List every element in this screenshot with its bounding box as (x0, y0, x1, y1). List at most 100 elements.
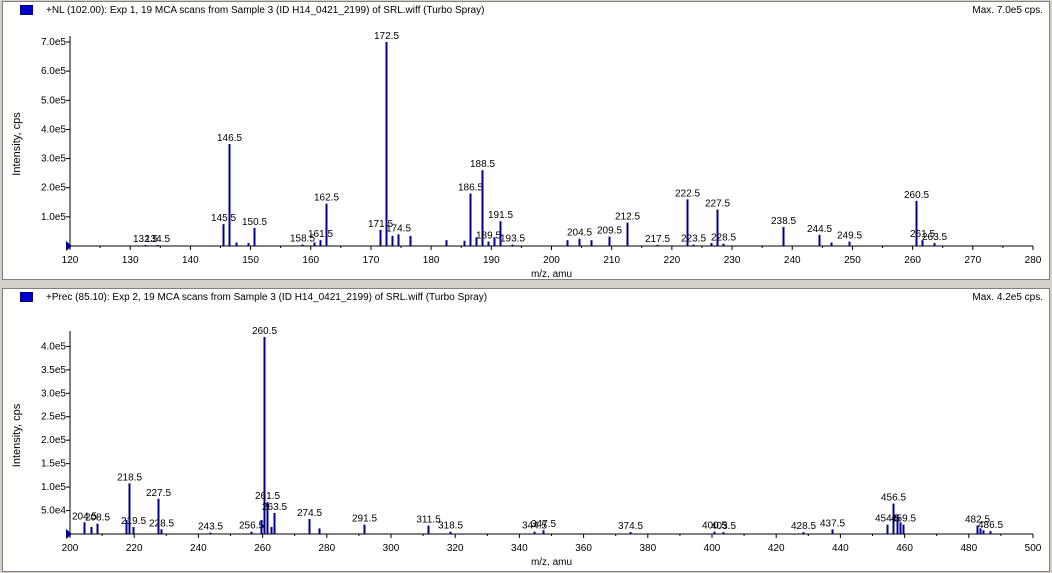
y-axis-label: Intensity, cps (11, 403, 23, 467)
x-axis-label: m/z, amu (531, 557, 572, 568)
x-tick-label: 480 (960, 543, 977, 554)
x-tick-label: 320 (447, 543, 464, 554)
spectrum-chart-bottom[interactable]: 200 220 240 260 280 300 320 340 360 380 400 420 440 4… (3, 289, 1049, 571)
peak-label: 161.5 (308, 229, 333, 240)
x-tick-label: 150 (242, 255, 259, 266)
peak-label: 228.5 (711, 233, 736, 244)
x-tick-label: 120 (62, 255, 79, 266)
peak-label: 172.5 (374, 31, 399, 42)
peak-label: 291.5 (352, 514, 377, 525)
spectrum-chart-top[interactable]: 120 130 140 150 160 170 180 190 200 210 220 230 240 2… (3, 2, 1049, 279)
peak-label: 428.5 (791, 521, 816, 532)
panel-marker-icon[interactable] (20, 292, 33, 302)
x-tick-label: 420 (768, 543, 785, 554)
peak-label: 217.5 (645, 234, 670, 245)
y-tick-label: 7.0e5 (41, 37, 66, 48)
peak-label: 186.5 (458, 183, 483, 194)
peak-label: 193.5 (500, 234, 525, 245)
x-tick-label: 400 (704, 543, 721, 554)
peak-label: 482.5 (965, 515, 990, 526)
peak-label: 223.5 (681, 234, 706, 245)
x-tick-label: 380 (639, 543, 656, 554)
peak-label: 158.5 (290, 234, 315, 245)
x-tick-label: 360 (575, 543, 592, 554)
peak-label: 403.5 (711, 521, 736, 532)
panel-title: +NL (102.00): Exp 1, 19 MCA scans from S… (46, 5, 485, 16)
peak-label: 188.5 (470, 159, 495, 170)
peak-label: 204.5 (72, 511, 97, 522)
peak-label: 244.5 (807, 224, 832, 235)
x-tick-label: 260 (254, 543, 271, 554)
x-tick-label: 460 (896, 543, 913, 554)
x-tick-label: 200 (62, 543, 79, 554)
peak-label: 243.5 (198, 522, 223, 533)
peak-label: 261.5 (910, 229, 935, 240)
x-tick-label: 240 (190, 543, 207, 554)
peak-label: 260.5 (252, 326, 277, 337)
peak-label: 263.5 (922, 232, 947, 243)
spectrum-panel-top: +NL (102.00): Exp 1, 19 MCA scans from S… (2, 1, 1050, 280)
peak-label: 222.5 (675, 188, 700, 199)
peak-label: 150.5 (242, 217, 267, 228)
panel-title: +Prec (85.10): Exp 2, 19 MCA scans from … (46, 292, 488, 303)
y-axis-label: Intensity, cps (11, 112, 23, 176)
y-tick-label: 2.0e5 (41, 183, 66, 194)
y-tick-label: 1.0e5 (41, 482, 66, 493)
y-tick-label: 5.0e5 (41, 95, 66, 106)
x-tick-label: 180 (423, 255, 440, 266)
x-tick-label: 240 (784, 255, 801, 266)
x-tick-label: 160 (302, 255, 319, 266)
peak-label: 227.5 (705, 199, 730, 210)
peak-label: 400.5 (702, 521, 727, 532)
x-tick-label: 340 (511, 543, 528, 554)
peak-label: 249.5 (837, 231, 862, 242)
peak-label: 274.5 (297, 508, 322, 519)
x-tick-label: 140 (182, 255, 199, 266)
spectrum-panel-bottom: +Prec (85.10): Exp 2, 19 MCA scans from … (2, 288, 1050, 572)
x-tick-label: 230 (724, 255, 741, 266)
baseline-marker-icon (66, 241, 72, 251)
peak-label: 191.5 (488, 210, 513, 221)
x-tick-label: 200 (543, 255, 560, 266)
x-tick-label: 190 (483, 255, 500, 266)
panel-header: +Prec (85.10): Exp 2, 19 MCA scans from … (3, 289, 1049, 307)
peak-label: 486.5 (978, 520, 1003, 531)
x-tick-label: 130 (122, 255, 139, 266)
x-tick-label: 300 (383, 543, 400, 554)
baseline-marker-icon (66, 529, 72, 539)
y-tick-label: 3.5e5 (41, 365, 66, 376)
peak-label: 227.5 (146, 488, 171, 499)
peak-label: 134.5 (145, 234, 170, 245)
peak-label: 454.5 (875, 514, 900, 525)
x-tick-label: 270 (964, 255, 981, 266)
peak-label: 208.5 (85, 513, 110, 524)
x-tick-label: 280 (318, 543, 335, 554)
peak-label: 318.5 (438, 521, 463, 532)
peak-label: 374.5 (618, 521, 643, 532)
y-tick-label: 5.0e4 (41, 506, 66, 517)
peak-label: 218.5 (117, 472, 142, 483)
x-axis-label: m/z, amu (531, 269, 572, 279)
y-tick-label: 2.0e5 (41, 435, 66, 446)
y-tick-label: 1.5e5 (41, 459, 66, 470)
peak-label: 263.5 (262, 502, 287, 513)
x-tick-label: 220 (126, 543, 143, 554)
x-tick-label: 250 (844, 255, 861, 266)
peak-label: 238.5 (771, 216, 796, 227)
y-tick-label: 4.0e5 (41, 341, 66, 352)
peak-label: 209.5 (597, 226, 622, 237)
peak-label: 171.5 (368, 219, 393, 230)
x-tick-label: 260 (904, 255, 921, 266)
max-intensity-label: Max. 4.2e5 cps. (972, 292, 1043, 303)
peak-label: 145.5 (211, 213, 236, 224)
peak-label: 311.5 (416, 515, 441, 526)
peak-label: 189.5 (476, 231, 501, 242)
peak-label: 212.5 (615, 212, 640, 223)
peak-label: 219.5 (121, 516, 146, 527)
x-tick-label: 280 (1025, 255, 1042, 266)
y-tick-label: 6.0e5 (41, 66, 66, 77)
peak-label: 437.5 (820, 518, 845, 529)
max-intensity-label: Max. 7.0e5 cps. (972, 5, 1043, 16)
panel-marker-icon[interactable] (20, 5, 33, 15)
x-tick-label: 210 (603, 255, 620, 266)
